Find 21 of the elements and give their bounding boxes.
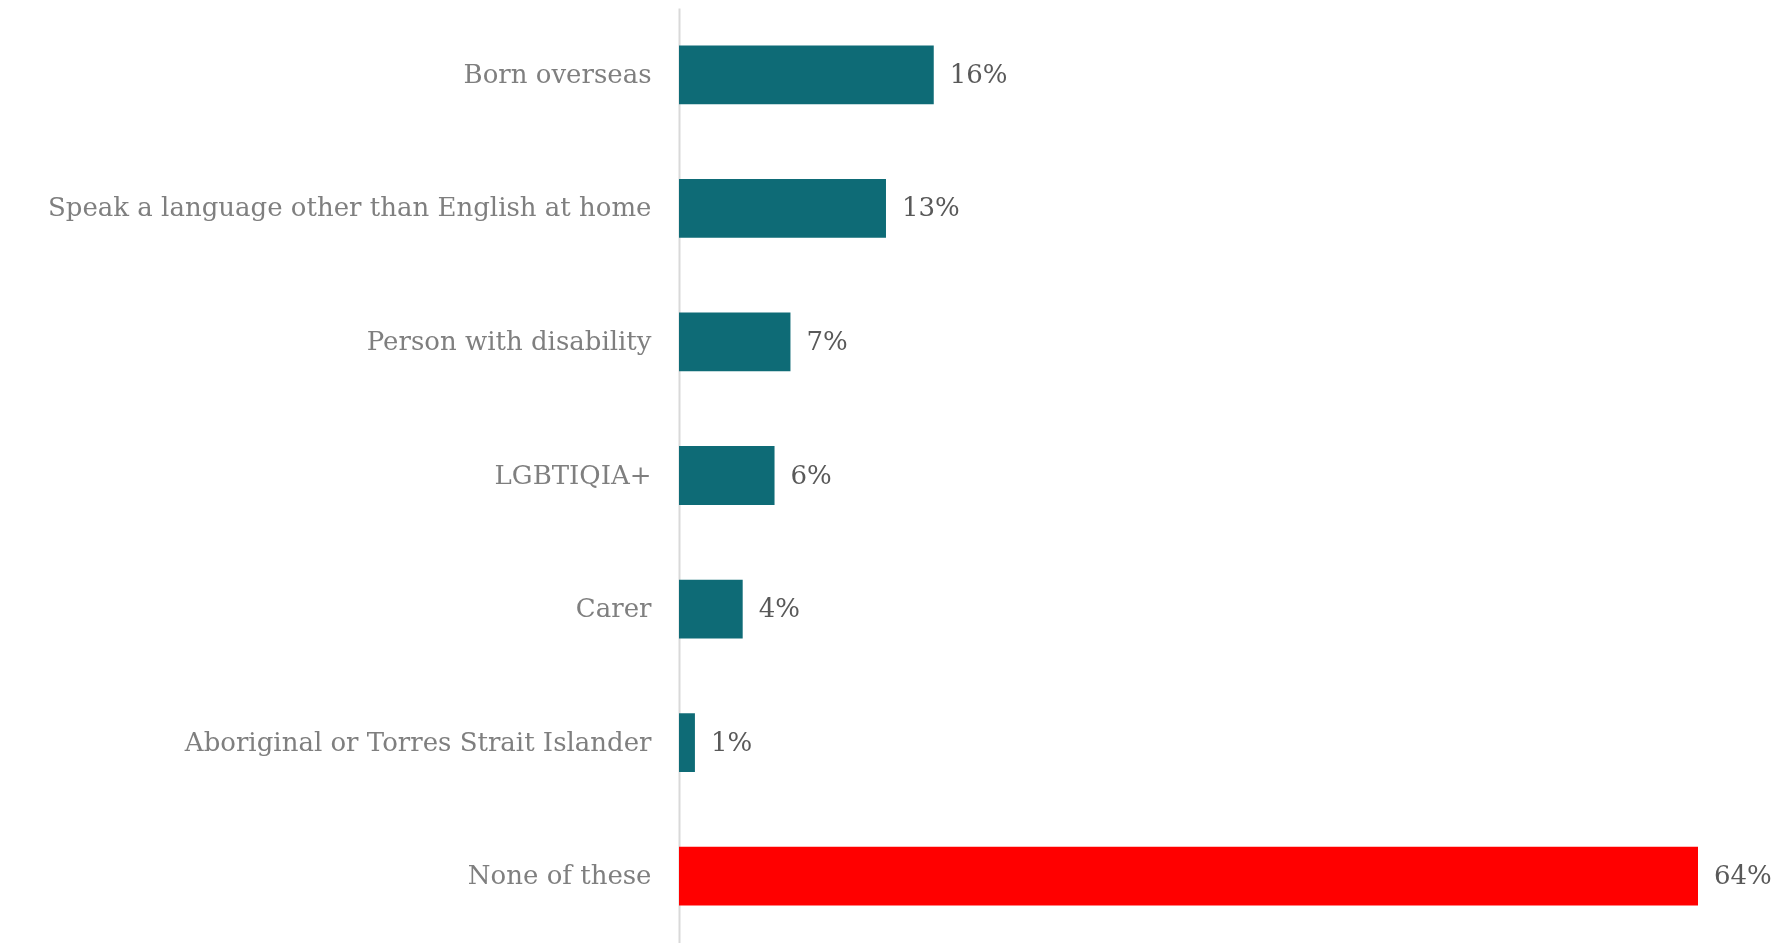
bar	[679, 446, 775, 505]
bar	[679, 312, 791, 372]
data-label: 64%	[1714, 860, 1772, 891]
data-label: 4%	[758, 593, 800, 624]
y-tick-label: LGBTIQIA+	[494, 459, 652, 490]
bar	[679, 579, 743, 639]
y-tick-label: Person with disability	[366, 325, 652, 356]
y-tick-label: Carer	[575, 593, 653, 624]
data-label: 1%	[710, 726, 753, 757]
y-tick-label: Born overseas	[463, 58, 652, 89]
y-tick-label: Speak a language other than English at home	[47, 192, 652, 223]
bar	[679, 713, 695, 773]
data-label: 6%	[790, 459, 832, 490]
data-label: 16%	[949, 58, 1008, 89]
bar	[679, 846, 1698, 906]
y-tick-label: Aboriginal or Torres Strait Islander	[183, 726, 653, 757]
bar	[679, 45, 934, 105]
data-label: 13%	[901, 192, 960, 223]
y-tick-label: None of these	[467, 860, 652, 891]
data-label: 7%	[806, 325, 848, 356]
bar	[679, 178, 886, 238]
